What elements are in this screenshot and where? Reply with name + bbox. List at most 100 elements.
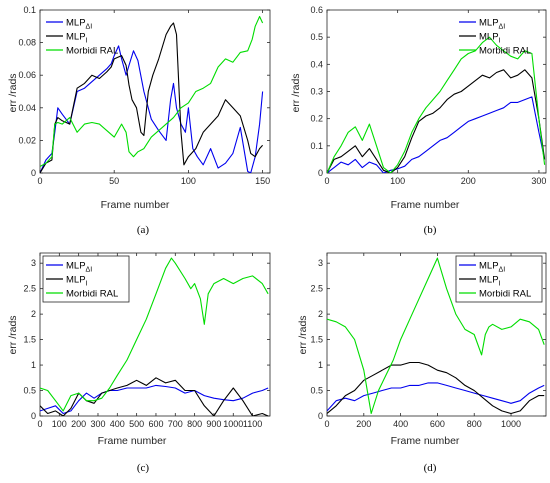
x-tick-label-c: 600 (148, 419, 163, 429)
y-tick-label-a: 0.1 (23, 5, 36, 15)
series-line-b-3 (327, 36, 546, 173)
y-tick-label-c: 2.5 (23, 284, 36, 294)
x-tick-label-b: 100 (390, 176, 405, 186)
legend-entry-d-1: MLPΔI (479, 261, 505, 274)
series-line-d-1 (327, 382, 545, 412)
legend-entry-c-1: MLPΔI (66, 261, 92, 274)
series-line-b-1 (327, 96, 546, 173)
x-tick-label-c: 800 (187, 419, 202, 429)
y-tick-label-b: 0.5 (310, 32, 323, 42)
y-tick-label-d: 3 (318, 258, 323, 268)
y-tick-label-a: 0 (31, 168, 36, 178)
chart-panel-b: (b) Frame number err /rads 0 100 200 300 0 0.… (290, 5, 546, 236)
y-tick-label-b: 0.3 (310, 87, 323, 97)
x-axis-label-a: Frame number (101, 199, 170, 211)
y-axis-label-b: err /rads (290, 73, 302, 112)
legend-entry-d-2: MLPI (479, 275, 501, 288)
x-tick-label-d: 200 (356, 419, 371, 429)
series-line-d-3 (327, 257, 545, 415)
caption-b: (b) (424, 224, 437, 236)
plot-frame-c (39, 252, 271, 417)
series-line-c-1 (40, 384, 269, 415)
x-tick-label-a: 0 (37, 176, 42, 186)
x-axis-label-d: Frame number (391, 435, 460, 447)
x-tick-label-c: 0 (37, 419, 42, 429)
x-tick-label-b: 200 (461, 176, 476, 186)
y-tick-label-b: 0.2 (310, 114, 323, 124)
x-tick-label-a: 50 (109, 176, 119, 186)
y-tick-label-d: 2.5 (310, 284, 323, 294)
x-axis-label-b: Frame number (391, 199, 460, 211)
y-axis-label-d: err /rads (297, 315, 309, 354)
y-tick-label-c: 2 (31, 309, 36, 319)
legend-entry-d-3: Morbidi RAL (479, 289, 531, 300)
y-tick-label-b: 0.1 (310, 141, 323, 151)
legend-entry-b-2: MLPI (479, 32, 501, 45)
x-tick-label-c: 500 (129, 419, 144, 429)
series-line-c-3 (40, 257, 269, 412)
legend-entry-b-1: MLPΔI (479, 18, 505, 31)
y-tick-label-a: 0.06 (18, 70, 36, 80)
legend-entry-a-1: MLPΔI (66, 18, 92, 31)
x-tick-label-c: 1000 (223, 419, 243, 429)
x-axis-label-c: Frame number (98, 435, 167, 447)
legend-entry-a-3: Morbidi RAL (66, 46, 118, 57)
y-tick-label-b: 0.4 (310, 59, 323, 69)
plot-frame-d (326, 252, 547, 417)
y-tick-label-c: 3 (31, 258, 36, 268)
series-line-c-2 (40, 377, 269, 416)
series-line-b-2 (327, 69, 546, 173)
legend-entry-b-3: Morbidi RAL (479, 46, 531, 57)
plot-frame-a (39, 9, 271, 174)
y-axis-label-c: err /rads (7, 315, 19, 354)
x-tick-label-c: 900 (206, 419, 221, 429)
y-tick-label-d: 1 (318, 360, 323, 370)
y-axis-label-a: err /rads (7, 73, 19, 112)
chart-panel-d: (d) Frame number err /rads 0 200 400 600 800… (297, 252, 547, 474)
plot-frame-b (326, 9, 547, 174)
y-tick-label-a: 0.04 (18, 103, 36, 113)
legend-entry-c-3: Morbidi RAL (66, 289, 118, 300)
y-tick-label-c: 0.5 (23, 386, 36, 396)
x-tick-label-d: 600 (430, 419, 445, 429)
y-tick-label-b: 0.6 (310, 5, 323, 15)
x-tick-label-d: 800 (467, 419, 482, 429)
y-tick-label-d: 0.5 (310, 386, 323, 396)
series-line-d-2 (327, 361, 545, 415)
y-tick-label-b: 0 (318, 168, 323, 178)
x-tick-label-a: 100 (181, 176, 196, 186)
x-tick-label-c: 700 (168, 419, 183, 429)
x-tick-label-a: 150 (255, 176, 270, 186)
caption-c: (c) (137, 462, 150, 474)
x-tick-label-c: 300 (90, 419, 105, 429)
x-tick-label-c: 100 (52, 419, 67, 429)
chart-panel-c: (c) Frame number err /rads 0 100 200 300 400… (7, 252, 271, 474)
caption-a: (a) (137, 224, 150, 236)
chart-panel-a: (a) Frame number err /rads 0 50 100 150 0 0.0… (7, 5, 271, 236)
x-tick-label-c: 400 (110, 419, 125, 429)
y-tick-label-d: 1.5 (310, 335, 323, 345)
x-tick-label-c: 200 (71, 419, 86, 429)
x-tick-label-b: 0 (324, 176, 329, 186)
y-tick-label-a: 0.08 (18, 38, 36, 48)
legend-entry-c-2: MLPI (66, 275, 88, 288)
x-tick-label-b: 300 (531, 176, 546, 186)
y-tick-label-d: 0 (318, 411, 323, 421)
series-line-a-2 (40, 22, 264, 173)
y-tick-label-d: 2 (318, 309, 323, 319)
legend-entry-a-2: MLPI (66, 32, 88, 45)
y-tick-label-c: 1 (31, 360, 36, 370)
y-tick-label-c: 1.5 (23, 335, 36, 345)
series-line-a-3 (40, 15, 264, 167)
y-tick-label-c: 0 (31, 411, 36, 421)
x-tick-label-c: 1100 (243, 419, 262, 429)
x-tick-label-d: 0 (324, 419, 329, 429)
x-tick-label-d: 400 (393, 419, 408, 429)
y-tick-label-a: 0.02 (18, 135, 36, 145)
x-tick-label-d: 1000 (501, 419, 521, 429)
series-line-a-1 (40, 45, 264, 173)
